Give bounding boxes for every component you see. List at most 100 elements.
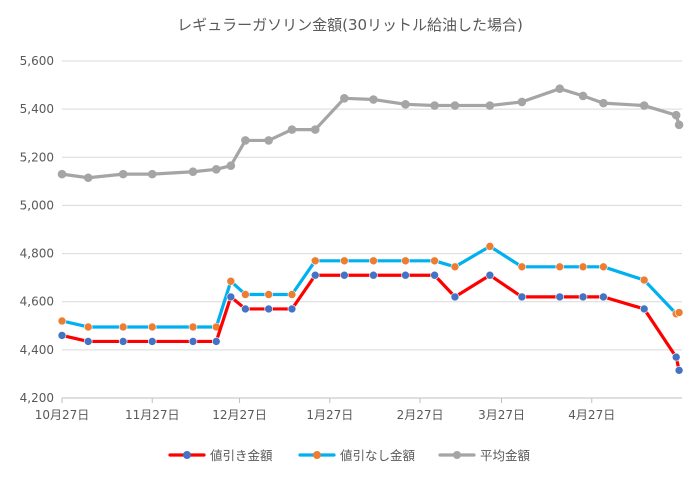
series-2 (57, 84, 684, 183)
data-point (147, 337, 157, 346)
data-point (555, 84, 565, 93)
data-point (226, 161, 236, 171)
data-point (450, 262, 460, 272)
data-point (287, 304, 297, 314)
data-point (118, 322, 128, 332)
x-tick-label: 2月27日 (397, 408, 444, 422)
data-point (450, 101, 460, 110)
series-1 (57, 242, 684, 332)
data-point (241, 290, 250, 299)
data-point (517, 292, 527, 302)
data-point (517, 262, 527, 272)
data-point (57, 331, 67, 340)
data-point (118, 169, 128, 179)
series-0 (57, 270, 684, 375)
data-point (485, 270, 495, 280)
y-tick-label: 4,400 (20, 343, 54, 357)
y-tick-label: 4,800 (20, 247, 54, 261)
data-point (310, 125, 320, 134)
data-point (639, 304, 649, 314)
x-axis: 10月27日 11月27日 12月27日 1月27日 2月27日 3月27日 4月27日 (35, 397, 682, 422)
data-point (639, 101, 649, 110)
legend-swatch-marker (183, 451, 191, 459)
data-point (57, 169, 67, 179)
x-tick-label: 4月27日 (568, 408, 615, 422)
data-point (578, 262, 588, 272)
data-point (599, 262, 608, 272)
data-point (83, 322, 93, 332)
data-point (340, 94, 349, 103)
data-point (188, 167, 198, 177)
data-point (188, 337, 198, 346)
data-point (264, 136, 273, 145)
data-point (287, 290, 297, 299)
data-point (674, 366, 684, 375)
data-point (599, 292, 608, 302)
legend-item: 値引なし金額 (298, 448, 416, 463)
series-layer (57, 84, 684, 375)
legend: 値引き金額 値引なし金額 平均金額 (168, 448, 531, 463)
data-point (310, 256, 320, 266)
data-point (401, 100, 410, 109)
data-point (671, 110, 681, 120)
data-point (517, 97, 527, 107)
data-point (241, 304, 250, 314)
y-axis-ticks: 4,200 4,400 4,600 4,800 5,000 5,200 5,400 5,600 (20, 54, 54, 405)
data-point (226, 292, 236, 302)
data-point (57, 316, 67, 326)
x-tick-label: 11月27日 (125, 408, 180, 422)
data-point (188, 322, 198, 332)
data-point (264, 304, 273, 314)
data-point (83, 173, 93, 183)
data-point (83, 337, 93, 346)
chart-title: レギュラーガソリン金額(30リットル給油した場合) (177, 16, 523, 34)
legend-item: 平均金額 (438, 448, 531, 463)
y-tick-label: 5,000 (20, 198, 54, 212)
data-point (599, 98, 608, 108)
data-point (578, 91, 588, 101)
x-tick-label: 10月27日 (35, 408, 90, 422)
data-point (674, 120, 684, 130)
data-point (430, 256, 439, 266)
data-point (118, 337, 128, 346)
x-tick-label: 1月27日 (306, 408, 353, 422)
data-point (555, 292, 565, 302)
x-tick-label: 12月27日 (212, 408, 267, 422)
data-point (401, 256, 410, 266)
data-point (485, 242, 495, 251)
data-point (369, 256, 378, 266)
data-point (639, 275, 649, 285)
legend-label: 値引き金額 (210, 448, 273, 463)
data-point (211, 337, 221, 346)
series-line (60, 273, 681, 372)
data-point (401, 270, 410, 280)
data-point (369, 270, 378, 280)
data-point (226, 276, 236, 286)
legend-item: 値引き金額 (168, 448, 273, 463)
y-tick-label: 4,200 (20, 391, 54, 405)
y-tick-label: 5,200 (20, 150, 54, 164)
y-tick-label: 5,600 (20, 54, 54, 68)
data-point (671, 352, 681, 362)
data-point (264, 290, 273, 299)
data-point (340, 270, 349, 280)
data-point (310, 270, 320, 280)
data-point (147, 322, 157, 332)
legend-swatch-marker (453, 451, 461, 459)
legend-label: 値引なし金額 (340, 448, 416, 463)
data-point (555, 262, 565, 272)
y-tick-label: 4,600 (20, 295, 54, 309)
legend-swatch-marker (313, 451, 321, 459)
data-point (578, 292, 588, 302)
data-point (430, 270, 439, 280)
data-point (211, 165, 221, 174)
data-point (485, 101, 495, 110)
data-point (287, 125, 297, 134)
data-point (147, 169, 157, 179)
data-point (241, 136, 250, 145)
y-tick-label: 5,400 (20, 102, 54, 116)
data-point (674, 308, 684, 317)
data-point (430, 101, 439, 110)
data-point (369, 95, 378, 104)
